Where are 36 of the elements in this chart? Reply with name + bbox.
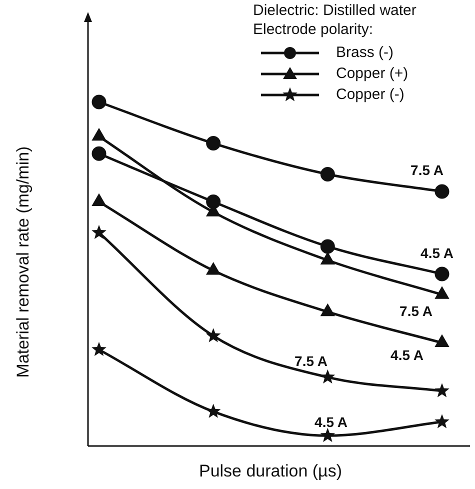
point [206,328,221,342]
legend-label: Brass (-) [336,42,394,62]
point [436,336,448,348]
point [434,266,450,282]
legend-title: Electrode polarity: [253,20,374,40]
annotation: 4.5 A [390,346,424,363]
point [92,224,106,240]
annotation: 4.5 A [420,244,454,261]
point [320,239,335,254]
point [92,146,106,161]
annotation: 7.5 A [294,352,328,369]
point [320,428,336,442]
point [206,194,221,210]
point [436,287,448,299]
legend-label: Copper (-) [336,84,404,104]
point [92,94,106,110]
legend-label: Copper (+) [336,64,408,84]
point [434,414,450,428]
chart-subtitle: Dielectric: Distilled water [253,2,416,20]
point [92,194,106,206]
point [206,263,220,275]
point [206,136,221,151]
annotation: 7.5 A [410,162,444,178]
annotation: 4.5 A [314,414,348,430]
point [321,252,334,264]
y-axis-title: Material removal rate (mg/min) [14,146,33,378]
x-axis-title: Pulse duration (µs) [198,462,342,481]
point [321,304,334,316]
point [320,369,336,384]
point [92,342,106,356]
annotation: 7.5 A [400,302,432,319]
point [320,166,335,182]
point [434,184,450,199]
point [434,383,450,398]
point [206,404,221,418]
point [92,129,106,141]
